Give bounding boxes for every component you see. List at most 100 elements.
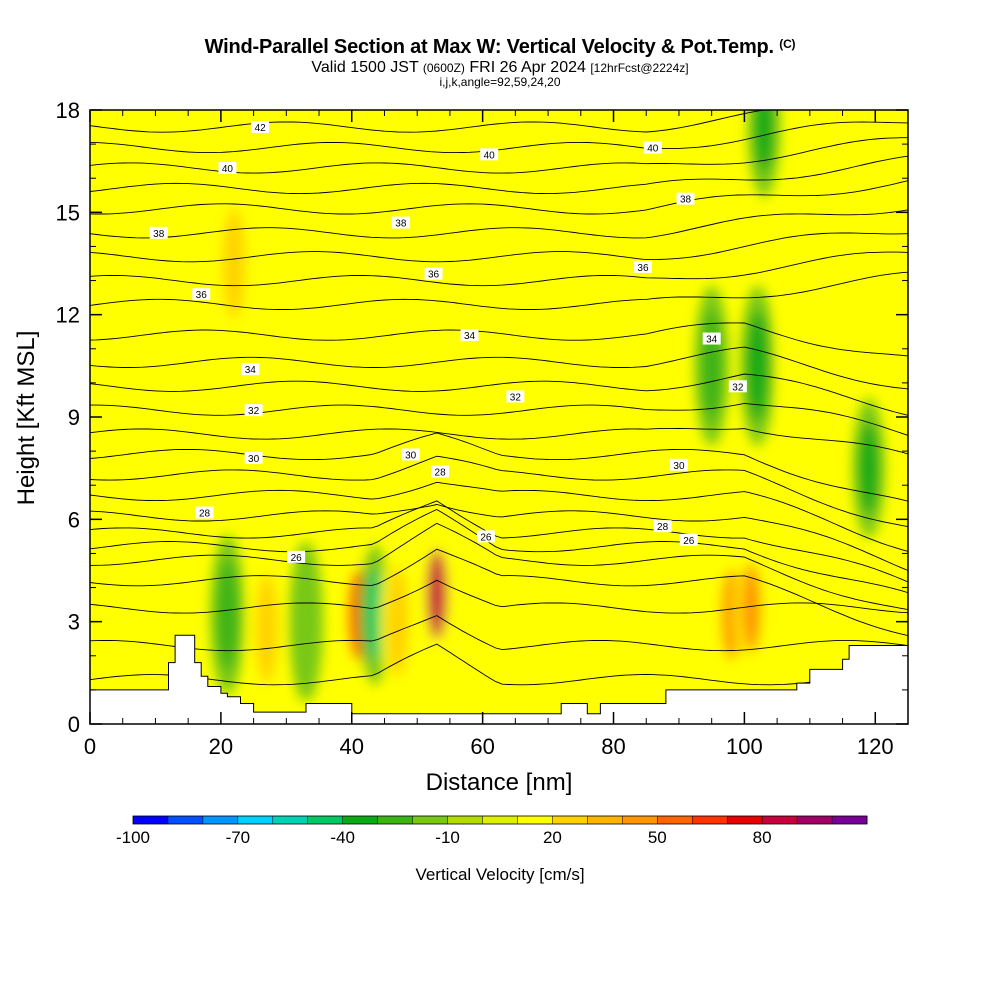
colorbar-tick-label: 20 <box>543 828 562 847</box>
contour-label-bg <box>251 121 270 134</box>
contour-label-bg <box>287 550 306 563</box>
theta-contour <box>90 504 908 571</box>
theta-contour <box>90 500 908 583</box>
colorbar-swatch <box>657 816 693 824</box>
contour-label-bg <box>244 451 263 464</box>
velocity-cell <box>740 563 761 654</box>
y-tick-label: 3 <box>68 610 80 635</box>
contour-label-bg <box>653 520 672 533</box>
contour-label-text: 32 <box>248 406 260 417</box>
theta-contour <box>90 615 908 652</box>
y-tick-label: 9 <box>68 405 80 430</box>
contour-label: 38 <box>149 226 168 240</box>
colorbar-tick-label: -40 <box>330 828 355 847</box>
y-tick-label: 6 <box>68 507 80 532</box>
title-text: Wind-Parallel Section at Max W: Vertical… <box>204 36 774 58</box>
theta-contour <box>90 322 908 357</box>
contour-label: 26 <box>476 530 495 543</box>
velocity-cell <box>386 566 409 677</box>
colorbar-tick-label: -70 <box>226 828 251 847</box>
theta-contour <box>90 155 908 195</box>
contour-label: 32 <box>728 380 747 393</box>
colorbar-swatch <box>517 816 553 824</box>
x-tick-label: 60 <box>470 734 494 759</box>
theta-contour <box>90 432 908 502</box>
theta-contour <box>90 180 908 215</box>
contour-label-bg <box>633 260 652 273</box>
contour-label: 32 <box>506 390 525 404</box>
theta-contour <box>90 455 908 528</box>
contour-label: 30 <box>669 458 688 472</box>
contour-label-text: 40 <box>647 144 659 155</box>
velocity-cell <box>746 310 769 421</box>
theta-contour <box>90 251 908 287</box>
contour-label-text: 34 <box>464 331 476 342</box>
colorbar-swatch <box>447 816 484 824</box>
contour-label: 30 <box>244 451 263 465</box>
contour-label: 42 <box>251 121 270 134</box>
velocity-field <box>210 110 885 709</box>
colorbar-swatch <box>133 816 169 824</box>
x-tick-label: 20 <box>209 734 233 759</box>
contour-label-bg <box>676 192 695 205</box>
contour-label: 38 <box>676 192 695 206</box>
colorbar-tick-label: -100 <box>116 828 150 847</box>
contour-label-text: 36 <box>637 263 649 274</box>
colorbar-swatch <box>797 816 833 824</box>
valid-time: Valid 1500 JST (0600Z) FRI 26 Apr 2024 [… <box>0 59 1000 77</box>
x-tick-label: 40 <box>340 734 364 759</box>
x-tick-label: 80 <box>601 734 625 759</box>
theta-contour <box>90 427 908 455</box>
contour-label-text: 40 <box>484 150 496 161</box>
contour-label-text: 30 <box>673 461 685 472</box>
colorbar-swatch <box>272 816 309 824</box>
contour-label-text: 28 <box>657 522 669 533</box>
contour-label-bg <box>460 329 479 342</box>
x-tick-label: 100 <box>726 734 763 759</box>
contour-label-text: 42 <box>255 123 267 134</box>
theta-contour <box>90 548 908 637</box>
theta-contour <box>90 643 908 686</box>
contour-label-bg <box>506 390 525 403</box>
colorbar-swatch <box>237 816 274 824</box>
contour-label-text: 32 <box>510 393 522 404</box>
contour-label: 28 <box>195 506 214 520</box>
velocity-cell <box>785 293 808 404</box>
colorbar-swatch <box>622 816 658 824</box>
colorbar-swatch <box>587 816 623 824</box>
contour-label: 40 <box>480 148 499 161</box>
colorbar-label: Vertical Velocity [cm/s] <box>415 865 584 884</box>
contour-label: 26 <box>679 533 698 547</box>
contour-label-bg <box>728 380 747 393</box>
y-tick-label: 18 <box>56 98 80 123</box>
theta-contour <box>90 209 908 239</box>
chart-title: Wind-Parallel Section at Max W: Vertical… <box>0 36 1000 59</box>
contour-label-bg <box>669 458 688 471</box>
contour-label-bg <box>702 332 721 345</box>
contour-label-text: 26 <box>683 536 695 547</box>
contour-label: 34 <box>460 329 479 342</box>
contour-label: 28 <box>653 520 672 533</box>
velocity-cell <box>294 566 317 677</box>
x-axis-label: Distance [nm] <box>426 769 573 796</box>
theta-contour <box>90 346 908 390</box>
contour-label-text: 30 <box>405 451 417 462</box>
velocity-cell <box>364 569 385 660</box>
colorbar-tick-label: -10 <box>435 828 460 847</box>
contour-label-bg <box>391 216 410 229</box>
contour-label: 40 <box>643 141 662 155</box>
contour-label-text: 26 <box>291 553 303 564</box>
contour-label: 32 <box>244 404 263 417</box>
valid-date: FRI 26 Apr 2024 <box>469 59 586 76</box>
contour-label-bg <box>195 506 214 519</box>
x-tick-label: 120 <box>857 734 894 759</box>
colorbar-swatch <box>552 816 588 824</box>
contour-label: 28 <box>431 465 450 479</box>
velocity-cell <box>222 208 245 319</box>
colorbar-swatch <box>832 816 868 824</box>
valid-local: Valid 1500 JST <box>311 59 419 76</box>
contour-label-bg <box>431 465 450 478</box>
colorbar: -100 -70 -40 -10 20 50 80 <box>116 815 868 847</box>
theta-contour <box>90 373 908 416</box>
theta-contour <box>90 110 768 133</box>
